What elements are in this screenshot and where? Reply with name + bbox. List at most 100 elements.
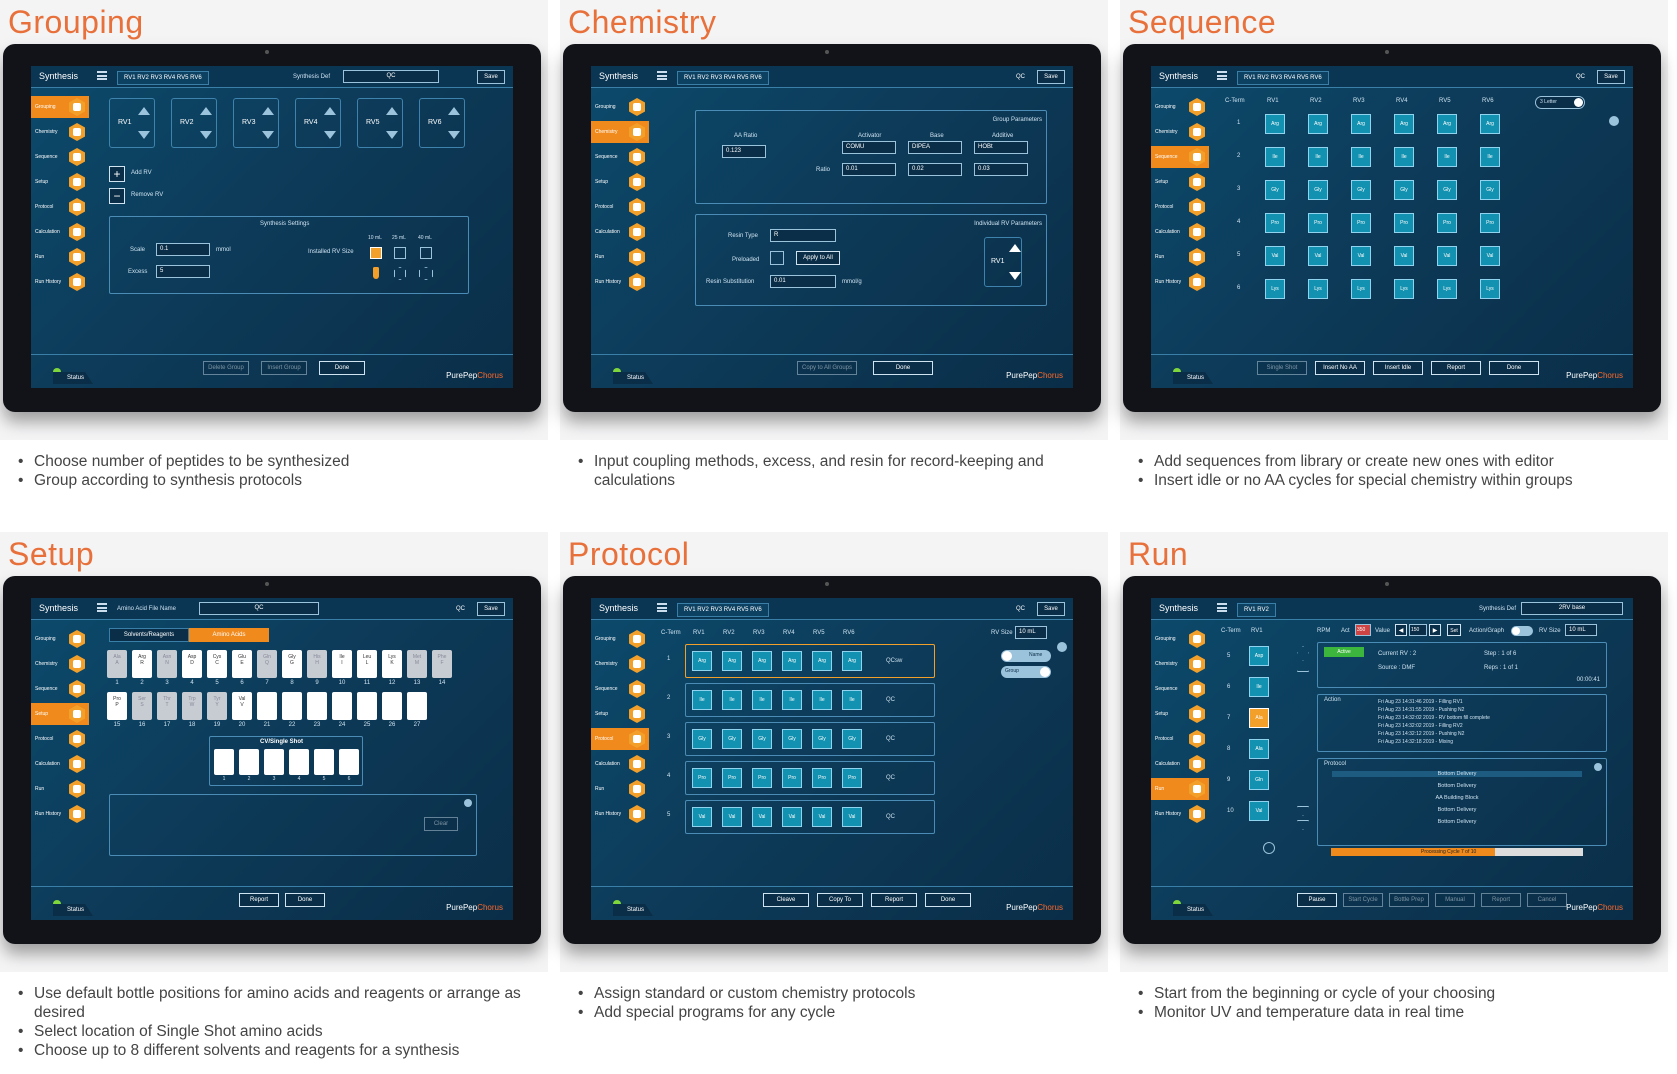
done-button[interactable]: Done xyxy=(285,893,325,907)
sidebar-item[interactable]: Run xyxy=(591,246,649,268)
report-button[interactable]: Report xyxy=(871,893,917,907)
tab-amino-acids[interactable]: Amino Acids xyxy=(189,628,269,642)
aa-bottle[interactable]: Glu E xyxy=(232,650,252,678)
aa-cell[interactable]: Ala xyxy=(1249,739,1269,759)
sidebar-item[interactable]: Setup xyxy=(591,703,649,725)
resin-type-input[interactable]: R xyxy=(770,229,836,242)
aa-cell[interactable]: Ala xyxy=(1249,708,1269,728)
rv-size-select[interactable]: 10 mL xyxy=(1565,624,1597,636)
aa-cell[interactable]: Gly xyxy=(1394,180,1414,200)
sidebar-item[interactable]: Calculation xyxy=(591,753,649,775)
menu-icon[interactable] xyxy=(1217,603,1227,612)
down-arrow-icon[interactable] xyxy=(262,131,274,139)
aa-cell[interactable]: Ile xyxy=(692,690,712,710)
cv-bottle[interactable] xyxy=(264,749,284,775)
aa-cell[interactable]: Pro xyxy=(1351,213,1371,233)
set-button[interactable]: Set xyxy=(1447,624,1461,636)
ratio-3-input[interactable]: 0.03 xyxy=(974,163,1028,176)
aa-cell[interactable]: Ile xyxy=(1437,147,1457,167)
menu-icon[interactable] xyxy=(657,603,667,612)
up-arrow-icon[interactable] xyxy=(1009,244,1021,252)
apply-to-all-button[interactable]: Apply to All xyxy=(796,251,840,265)
bottle-prep-button[interactable]: Bottle Prep xyxy=(1389,893,1429,907)
aa-cell[interactable]: Pro xyxy=(1308,213,1328,233)
aa-bottle[interactable] xyxy=(382,692,402,720)
rv-box[interactable]: RV2 xyxy=(171,98,217,148)
aa-bottle[interactable]: Phe F xyxy=(432,650,452,678)
aa-cell[interactable]: Val xyxy=(842,807,862,827)
sidebar-item[interactable]: Setup xyxy=(1151,171,1209,193)
protocol-step[interactable]: Bottom Delivery xyxy=(1332,771,1582,777)
aa-cell[interactable]: Arg xyxy=(842,651,862,671)
aa-cell[interactable]: Arg xyxy=(692,651,712,671)
aa-bottle[interactable]: His H xyxy=(307,650,327,678)
activator-select[interactable]: COMU xyxy=(842,141,896,154)
scroll-handle[interactable] xyxy=(464,799,472,807)
sidebar-item[interactable]: Run History xyxy=(591,803,649,825)
aa-cell[interactable]: Arg xyxy=(812,651,832,671)
remove-rv-icon[interactable]: − xyxy=(109,188,125,204)
down-arrow-icon[interactable] xyxy=(138,131,150,139)
aa-cell[interactable]: Ile xyxy=(1265,147,1285,167)
pause-button[interactable]: Pause xyxy=(1297,893,1337,907)
aa-bottle[interactable]: Arg R xyxy=(132,650,152,678)
status-tab[interactable]: Status xyxy=(53,904,93,916)
insert-idle-button[interactable]: Insert Idle xyxy=(1373,361,1423,375)
aa-file-input[interactable]: QC xyxy=(199,602,319,615)
aa-cell[interactable]: Gly xyxy=(722,729,742,749)
sidebar-item[interactable]: Protocol xyxy=(31,196,89,218)
rv-box[interactable]: RV6 xyxy=(419,98,465,148)
status-tab[interactable]: Status xyxy=(1173,372,1213,384)
increment-icon[interactable]: ▶ xyxy=(1429,624,1441,636)
aa-bottle[interactable]: Pro P xyxy=(107,692,127,720)
rv-box[interactable]: RV4 xyxy=(295,98,341,148)
aa-cell[interactable]: Pro xyxy=(812,768,832,788)
aa-bottle[interactable]: Asp D xyxy=(182,650,202,678)
rv-box[interactable]: RV5 xyxy=(357,98,403,148)
add-rv-label[interactable]: Add RV xyxy=(131,170,152,176)
protocol-row[interactable]: Ile Ile Ile Ile Ile Ile QC xyxy=(685,683,935,717)
sidebar-item[interactable]: Chemistry xyxy=(31,653,89,675)
rv-tabs[interactable]: RV1 RV2 xyxy=(1237,603,1276,617)
delete-group-button[interactable]: Delete Group xyxy=(203,361,249,375)
aa-cell[interactable]: Val xyxy=(722,807,742,827)
aa-cell[interactable]: Pro xyxy=(1437,213,1457,233)
menu-icon[interactable] xyxy=(97,71,107,80)
save-button[interactable]: Save xyxy=(1037,70,1065,84)
sidebar-item[interactable]: Grouping xyxy=(591,628,649,650)
protocol-row[interactable]: Arg Arg Arg Arg Arg Arg QCsw xyxy=(685,644,935,678)
aa-cell[interactable]: Gly xyxy=(1351,180,1371,200)
down-arrow-icon[interactable] xyxy=(200,131,212,139)
cv-bottle[interactable] xyxy=(214,749,234,775)
protocol-step[interactable]: Bottom Delivery xyxy=(1437,819,1477,825)
rv-size-select[interactable]: 10 mL xyxy=(1015,626,1047,639)
additive-select[interactable]: HOBt xyxy=(974,141,1028,154)
aa-cell[interactable]: Gly xyxy=(1480,180,1500,200)
aa-cell[interactable]: Ile xyxy=(1480,147,1500,167)
sidebar-item[interactable]: Sequence xyxy=(591,678,649,700)
aa-bottle[interactable]: Tyr Y xyxy=(207,692,227,720)
list-icon[interactable] xyxy=(1263,842,1275,854)
aa-cell[interactable]: Val xyxy=(812,807,832,827)
single-shot-button[interactable]: Single Shot xyxy=(1257,361,1307,375)
aa-cell[interactable]: Val xyxy=(1308,246,1328,266)
down-arrow-icon[interactable] xyxy=(1009,272,1021,280)
aa-cell[interactable]: Ile xyxy=(1351,147,1371,167)
save-button[interactable]: Save xyxy=(477,602,505,616)
rv-tabs[interactable]: RV1 RV2 RV3 RV4 RV5 RV6 xyxy=(117,71,209,85)
size-10-checkbox[interactable] xyxy=(370,247,382,259)
aa-ratio-input[interactable]: 0.123 xyxy=(722,145,766,158)
aa-cell[interactable]: Ile xyxy=(1308,147,1328,167)
size-25-checkbox[interactable] xyxy=(394,247,406,259)
aa-bottle[interactable]: Cys C xyxy=(207,650,227,678)
copy-to-button[interactable]: Copy To xyxy=(817,893,863,907)
cv-bottle[interactable] xyxy=(314,749,334,775)
sidebar-item[interactable]: Protocol xyxy=(591,728,649,750)
aa-cell[interactable]: Val xyxy=(692,807,712,827)
aa-cell[interactable]: Arg xyxy=(722,651,742,671)
start-cycle-button[interactable]: Start Cycle xyxy=(1343,893,1383,907)
sidebar-item[interactable]: Run xyxy=(31,778,89,800)
sidebar-item[interactable]: Protocol xyxy=(1151,728,1209,750)
aa-bottle[interactable]: Lys K xyxy=(382,650,402,678)
save-button[interactable]: Save xyxy=(477,70,505,84)
